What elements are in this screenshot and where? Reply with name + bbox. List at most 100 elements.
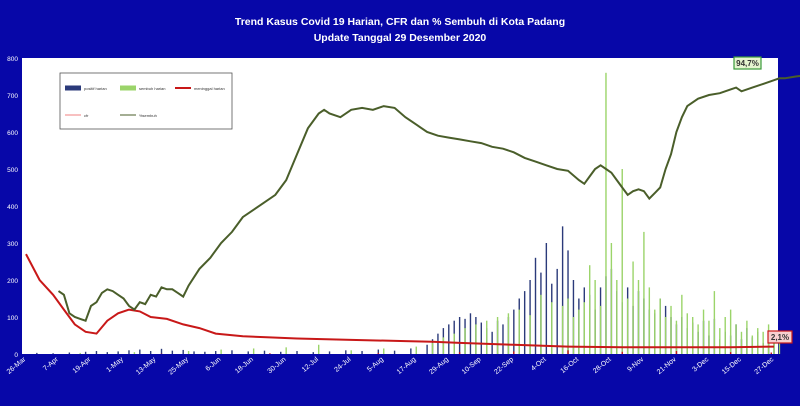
positif-bar [117,351,119,354]
positif-bar [95,351,98,354]
sembuh-bar [762,331,764,354]
positif-bar [513,309,515,354]
sembuh-bar [285,347,287,354]
positif-bar [296,351,298,354]
positif-bar [280,351,282,354]
x-tick-label: 15-Dec [721,356,743,376]
sembuh-bar [79,352,81,354]
sembuh-bar [659,298,661,354]
positif-bar [469,313,472,354]
legend-swatch [120,85,136,91]
cfr-line [25,253,775,349]
positif-bar [193,351,195,354]
legend-swatch [65,85,81,91]
sembuh-bar [632,261,634,354]
sembuh-bar [529,315,531,354]
x-tick-label: 17-Aug [396,356,418,376]
sembuh-bar [675,320,678,354]
meninggal-bar [513,351,515,354]
sembuh-bar [383,348,385,354]
positif-bar [556,268,558,354]
positif-bar [231,350,233,354]
annotation-box [767,330,793,344]
x-tick-label: 10-Sep [461,356,483,376]
x-tick-label: 13-May [135,356,158,377]
sembuh-bar [442,337,445,354]
positif-bar [204,351,206,354]
x-tick-label: 1-May [105,356,125,374]
sembuh-bar [691,317,694,354]
positif-bar [377,349,380,354]
y-tick-label: 100 [7,315,18,322]
y-tick-label: 0 [14,352,18,359]
x-tick-label: 30-Jun [267,356,288,375]
legend-label: sembuh harian [139,86,165,91]
x-tick-label: 12-Jul [301,356,320,374]
sembuh-bar [735,324,737,354]
x-tick-label: 3-Dec [691,356,710,374]
positif-bar [215,351,217,354]
positif-bar [171,350,174,354]
sembuh-bar [350,350,352,354]
sembuh-bar [757,328,759,354]
positif-bar [139,349,141,354]
sembuh-bar [605,72,607,355]
positif-bar [312,352,314,354]
x-tick-label: 5-Aug [366,356,385,373]
sembuh-bar [626,298,629,354]
sembuh-bar [583,302,585,354]
y-tick-label: 400 [7,204,18,211]
sembuh-bar [654,309,656,354]
annotation-sembuh-pct: 94,7% [736,59,759,68]
sembuh-bar [561,305,564,354]
sembuh-bar [317,344,320,354]
positif-bar [84,351,87,354]
positif-bar [36,352,38,354]
positif-bar [448,324,450,354]
x-tick-label: 7-Apr [42,356,60,373]
sembuh-bar [431,342,434,354]
sembuh-bar [648,287,651,354]
legend-label: cfr [84,113,89,118]
positif-bar [393,350,396,354]
legend [59,72,233,130]
positif-bar [160,348,163,354]
x-tick-label: 6-Jun [204,356,222,373]
meninggal-bar [770,352,772,354]
sembuh-bar [567,298,569,354]
legend-label: meninggal harian [194,86,225,91]
legend-label: %sembuh [139,113,157,118]
meninggal-bar [729,352,732,354]
x-tick-label: 24-Jul [333,356,352,374]
sembuh-bar [599,305,602,354]
positif-bar [182,349,184,354]
x-tick-label: 9-Nov [626,356,645,374]
sembuh-bar [643,231,645,354]
positif-bar [52,353,54,354]
sembuh-bar [187,351,190,354]
sembuh-bar [746,320,748,354]
sembuh-bar [729,309,732,354]
sembuh-bar [551,302,553,354]
positif-bar [502,324,504,354]
sembuh-bar [486,320,488,354]
positif-bar [263,350,266,354]
sembuh-bar [415,346,417,354]
sembuh-bar [589,265,591,354]
meninggal-bar [458,352,461,354]
positif-bar [534,257,537,354]
positif-bar [149,351,152,354]
sembuh-bar [496,317,499,354]
sembuh-bar [507,313,510,354]
positif-bar [480,322,483,354]
positif-bar [437,333,439,354]
sembuh-bar [610,243,613,354]
sembuh-pct-line [57,75,800,322]
sembuh-bar [713,291,716,354]
sembuh-bar [670,305,672,354]
sembuh-bar [724,317,726,354]
x-tick-label: 22-Sep [493,356,515,376]
y-tick-label: 600 [7,130,18,137]
sembuh-bar [751,335,754,354]
